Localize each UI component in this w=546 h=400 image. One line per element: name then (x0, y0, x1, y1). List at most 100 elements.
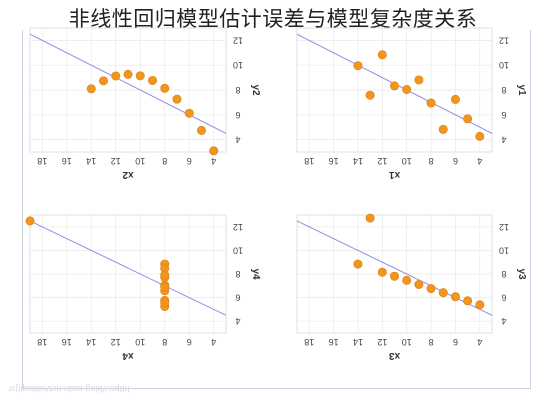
x-tick-label: 6 (453, 337, 458, 347)
data-point (414, 280, 424, 290)
x-tick-label: 14 (86, 337, 96, 347)
fit-line (29, 220, 227, 316)
x-tick-label: 10 (402, 156, 412, 166)
data-point (353, 61, 363, 71)
x-tick-label: 10 (402, 337, 412, 347)
x-tick-label: 12 (111, 156, 121, 166)
y-tick-label: 4 (235, 316, 240, 326)
data-point (426, 284, 436, 294)
y-tick-label: 10 (233, 60, 243, 70)
frame-left-border (22, 30, 23, 388)
data-point (438, 288, 448, 298)
data-point (86, 84, 96, 94)
y-tick-label: 8 (235, 85, 240, 95)
data-point (475, 131, 485, 141)
y-tick-label: 6 (235, 293, 240, 303)
y-tick-label: 4 (501, 316, 506, 326)
data-point (172, 94, 182, 104)
y-tick-label: 12 (499, 35, 509, 45)
data-point (123, 69, 133, 79)
data-point (99, 76, 109, 86)
data-point (353, 259, 363, 269)
y-tick-label: 12 (499, 222, 509, 232)
x-tick-label: 12 (377, 337, 387, 347)
fit-line (296, 220, 493, 316)
x-axis-label: x1 (389, 169, 401, 180)
x-tick-label: 16 (329, 156, 339, 166)
x-tick-label: 10 (135, 337, 145, 347)
data-point (365, 90, 375, 100)
x-tick-label: 18 (304, 156, 314, 166)
data-point (475, 300, 485, 310)
data-point (450, 94, 460, 104)
data-point (160, 270, 170, 280)
x-tick-label: 6 (187, 337, 192, 347)
x-tick-label: 18 (304, 337, 314, 347)
x-tick-label: 12 (377, 156, 387, 166)
data-point (463, 114, 473, 124)
data-point (402, 85, 412, 95)
y-tick-label: 6 (501, 293, 506, 303)
x-tick-label: 14 (353, 156, 363, 166)
y-tick-label: 12 (233, 35, 243, 45)
x-tick-label: 4 (477, 156, 482, 166)
x-tick-label: 14 (353, 337, 363, 347)
y-tick-label: 10 (499, 245, 509, 255)
data-point (197, 125, 207, 135)
x-axis-label: x3 (389, 350, 401, 361)
x-tick-label: 16 (62, 337, 72, 347)
data-point (160, 298, 170, 308)
x-tick-label: 18 (37, 337, 47, 347)
x-tick-label: 8 (162, 156, 167, 166)
y-tick-label: 12 (233, 222, 243, 232)
y-tick-label: 6 (501, 110, 506, 120)
data-point (148, 75, 158, 85)
x-tick-label: 8 (429, 156, 434, 166)
frame-bottom-border (22, 388, 531, 389)
x-tick-label: 14 (86, 156, 96, 166)
x-tick-label: 16 (62, 156, 72, 166)
x-tick-label: 6 (453, 156, 458, 166)
x-tick-label: 4 (211, 156, 216, 166)
data-point (135, 71, 145, 81)
x-tick-label: 8 (429, 337, 434, 347)
y-tick-label: 8 (501, 85, 506, 95)
data-point (377, 267, 387, 277)
x-tick-label: 12 (111, 337, 121, 347)
data-point (160, 83, 170, 93)
y-tick-label: 8 (501, 269, 506, 279)
data-point (209, 146, 219, 156)
data-point (25, 216, 35, 226)
y-axis-label: y1 (516, 84, 527, 96)
y-tick-label: 4 (235, 135, 240, 145)
data-point (389, 81, 399, 91)
data-point (426, 98, 436, 108)
data-point (438, 124, 448, 134)
y-axis-label: y3 (516, 268, 527, 280)
x-tick-label: 8 (162, 337, 167, 347)
data-point (111, 71, 121, 81)
y-tick-label: 10 (499, 60, 509, 70)
y-tick-label: 4 (501, 135, 506, 145)
x-tick-label: 16 (329, 337, 339, 347)
data-point (184, 108, 194, 118)
x-tick-label: 18 (37, 156, 47, 166)
data-point (402, 275, 412, 285)
y-tick-label: 6 (235, 110, 240, 120)
y-tick-label: 8 (235, 269, 240, 279)
x-tick-label: 10 (135, 156, 145, 166)
y-axis-label: y4 (250, 268, 261, 280)
frame-right-border (530, 30, 531, 388)
x-axis-label: x2 (122, 169, 134, 180)
x-axis-label: x4 (122, 350, 134, 361)
data-point (389, 271, 399, 281)
data-point (414, 75, 424, 85)
data-point (365, 213, 375, 223)
data-point (377, 50, 387, 60)
data-point (160, 282, 170, 292)
x-tick-label: 4 (477, 337, 482, 347)
